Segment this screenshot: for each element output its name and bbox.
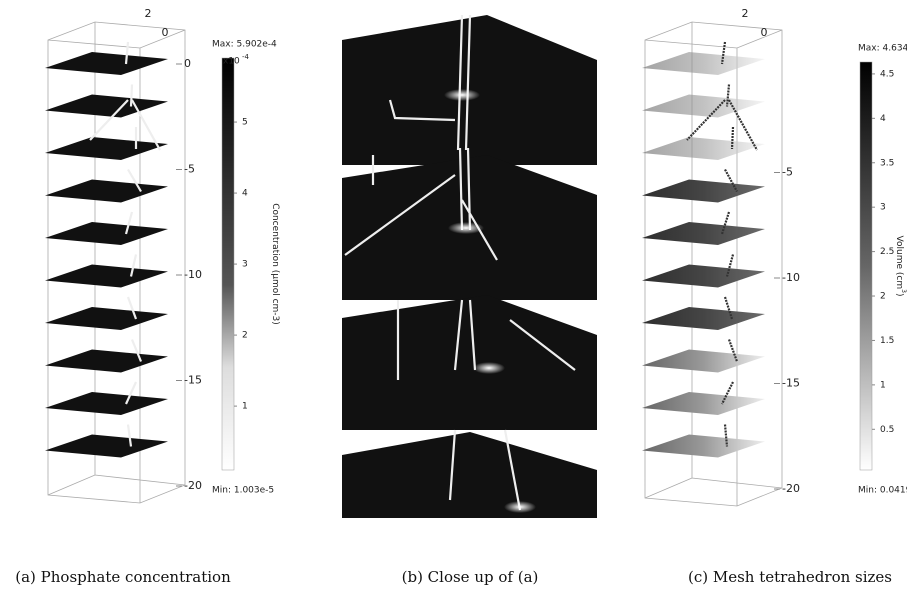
slice-plane (45, 180, 168, 203)
colorbar (860, 62, 872, 470)
colorbar-tick-label: 0.5 (880, 425, 894, 435)
colorbar-tick-label: 2 (242, 331, 248, 341)
figure: 200-5-10-15-20Max: 5.902e-4Min: 1.003e-5… (0, 0, 907, 595)
slice-plane (45, 435, 168, 458)
mesh-plane (642, 95, 765, 118)
root (131, 85, 132, 107)
colorbar-tick-label: 4.5 (880, 69, 894, 79)
mesh-plane (642, 222, 765, 245)
axis-label: 0 (761, 26, 768, 39)
colorbar-tick-label: 4 (242, 189, 248, 199)
exponent-base: x10 (223, 57, 240, 67)
colorbar-tick-label: 4 (880, 114, 886, 124)
slice-plane (45, 137, 168, 160)
depth-tick-label: -5 (184, 163, 195, 176)
root (732, 127, 733, 149)
colorbar-title: Volume (cm3) (895, 236, 907, 297)
exponent-power: -4 (242, 53, 250, 61)
caption: (b) Close up of (a) (402, 568, 539, 586)
depth-tick-label: -10 (782, 271, 800, 284)
mesh-plane (642, 392, 765, 415)
slice-plane (45, 95, 168, 118)
colorbar-title-part: Concentration (µmol cm-3) (271, 203, 281, 325)
slice-plane (342, 432, 597, 518)
slice-plane (45, 350, 168, 373)
depth-tick-label: -10 (184, 268, 202, 281)
colorbar-max: Max: 4.634 (858, 44, 907, 54)
mesh-plane (642, 52, 765, 75)
colorbar-tick-label: 1.5 (880, 336, 894, 346)
slice-plane (45, 392, 168, 415)
glow (448, 222, 484, 234)
axis-label: 2 (145, 7, 152, 20)
colorbar-max: Max: 5.902e-4 (212, 40, 277, 50)
glow (444, 89, 480, 101)
colorbar-tick-label: 2 (880, 292, 886, 302)
depth-tick-label: -20 (782, 482, 800, 495)
caption: (c) Mesh tetrahedron sizes (688, 568, 892, 586)
mesh-plane (642, 137, 765, 160)
mesh-plane (642, 265, 765, 288)
mesh-plane (642, 307, 765, 330)
colorbar-min: Min: 0.0419 (858, 486, 907, 496)
depth-tick-label: -15 (782, 377, 800, 390)
axis-label: 0 (162, 26, 169, 39)
slice-plane (342, 295, 597, 430)
depth-tick-label: -5 (782, 166, 793, 179)
slice-plane (45, 265, 168, 288)
colorbar-title: Concentration (µmol cm-3) (271, 203, 281, 325)
depth-tick-label: -15 (184, 374, 202, 387)
colorbar-title-part: Volume (cm (895, 236, 905, 290)
colorbar-tick-label: 1 (880, 380, 886, 390)
colorbar-tick-label: 1 (242, 402, 248, 412)
depth-tick-label: 0 (184, 57, 191, 70)
axis-label: 2 (742, 7, 749, 20)
colorbar-tick-label: 3.5 (880, 158, 894, 168)
mesh-plane (642, 350, 765, 373)
slice-plane (45, 222, 168, 245)
slice-plane (45, 52, 168, 75)
colorbar-tick-label: 2.5 (880, 247, 894, 257)
panel-b (342, 15, 597, 518)
colorbar (222, 58, 234, 470)
colorbar-title-part: ) (895, 293, 905, 297)
mesh-plane (642, 180, 765, 203)
glow (473, 362, 505, 374)
glow (504, 501, 536, 513)
colorbar-tick-label: 5 (242, 118, 248, 128)
depth-tick-label: -20 (184, 479, 202, 492)
mesh-plane (642, 435, 765, 458)
colorbar-tick-label: 3 (880, 203, 886, 213)
caption: (a) Phosphate concentration (15, 568, 231, 586)
bounding-box (645, 22, 782, 506)
slice-plane (45, 307, 168, 330)
colorbar-tick-label: 3 (242, 260, 248, 270)
bounding-box (48, 22, 185, 503)
colorbar-min: Min: 1.003e-5 (212, 486, 274, 496)
